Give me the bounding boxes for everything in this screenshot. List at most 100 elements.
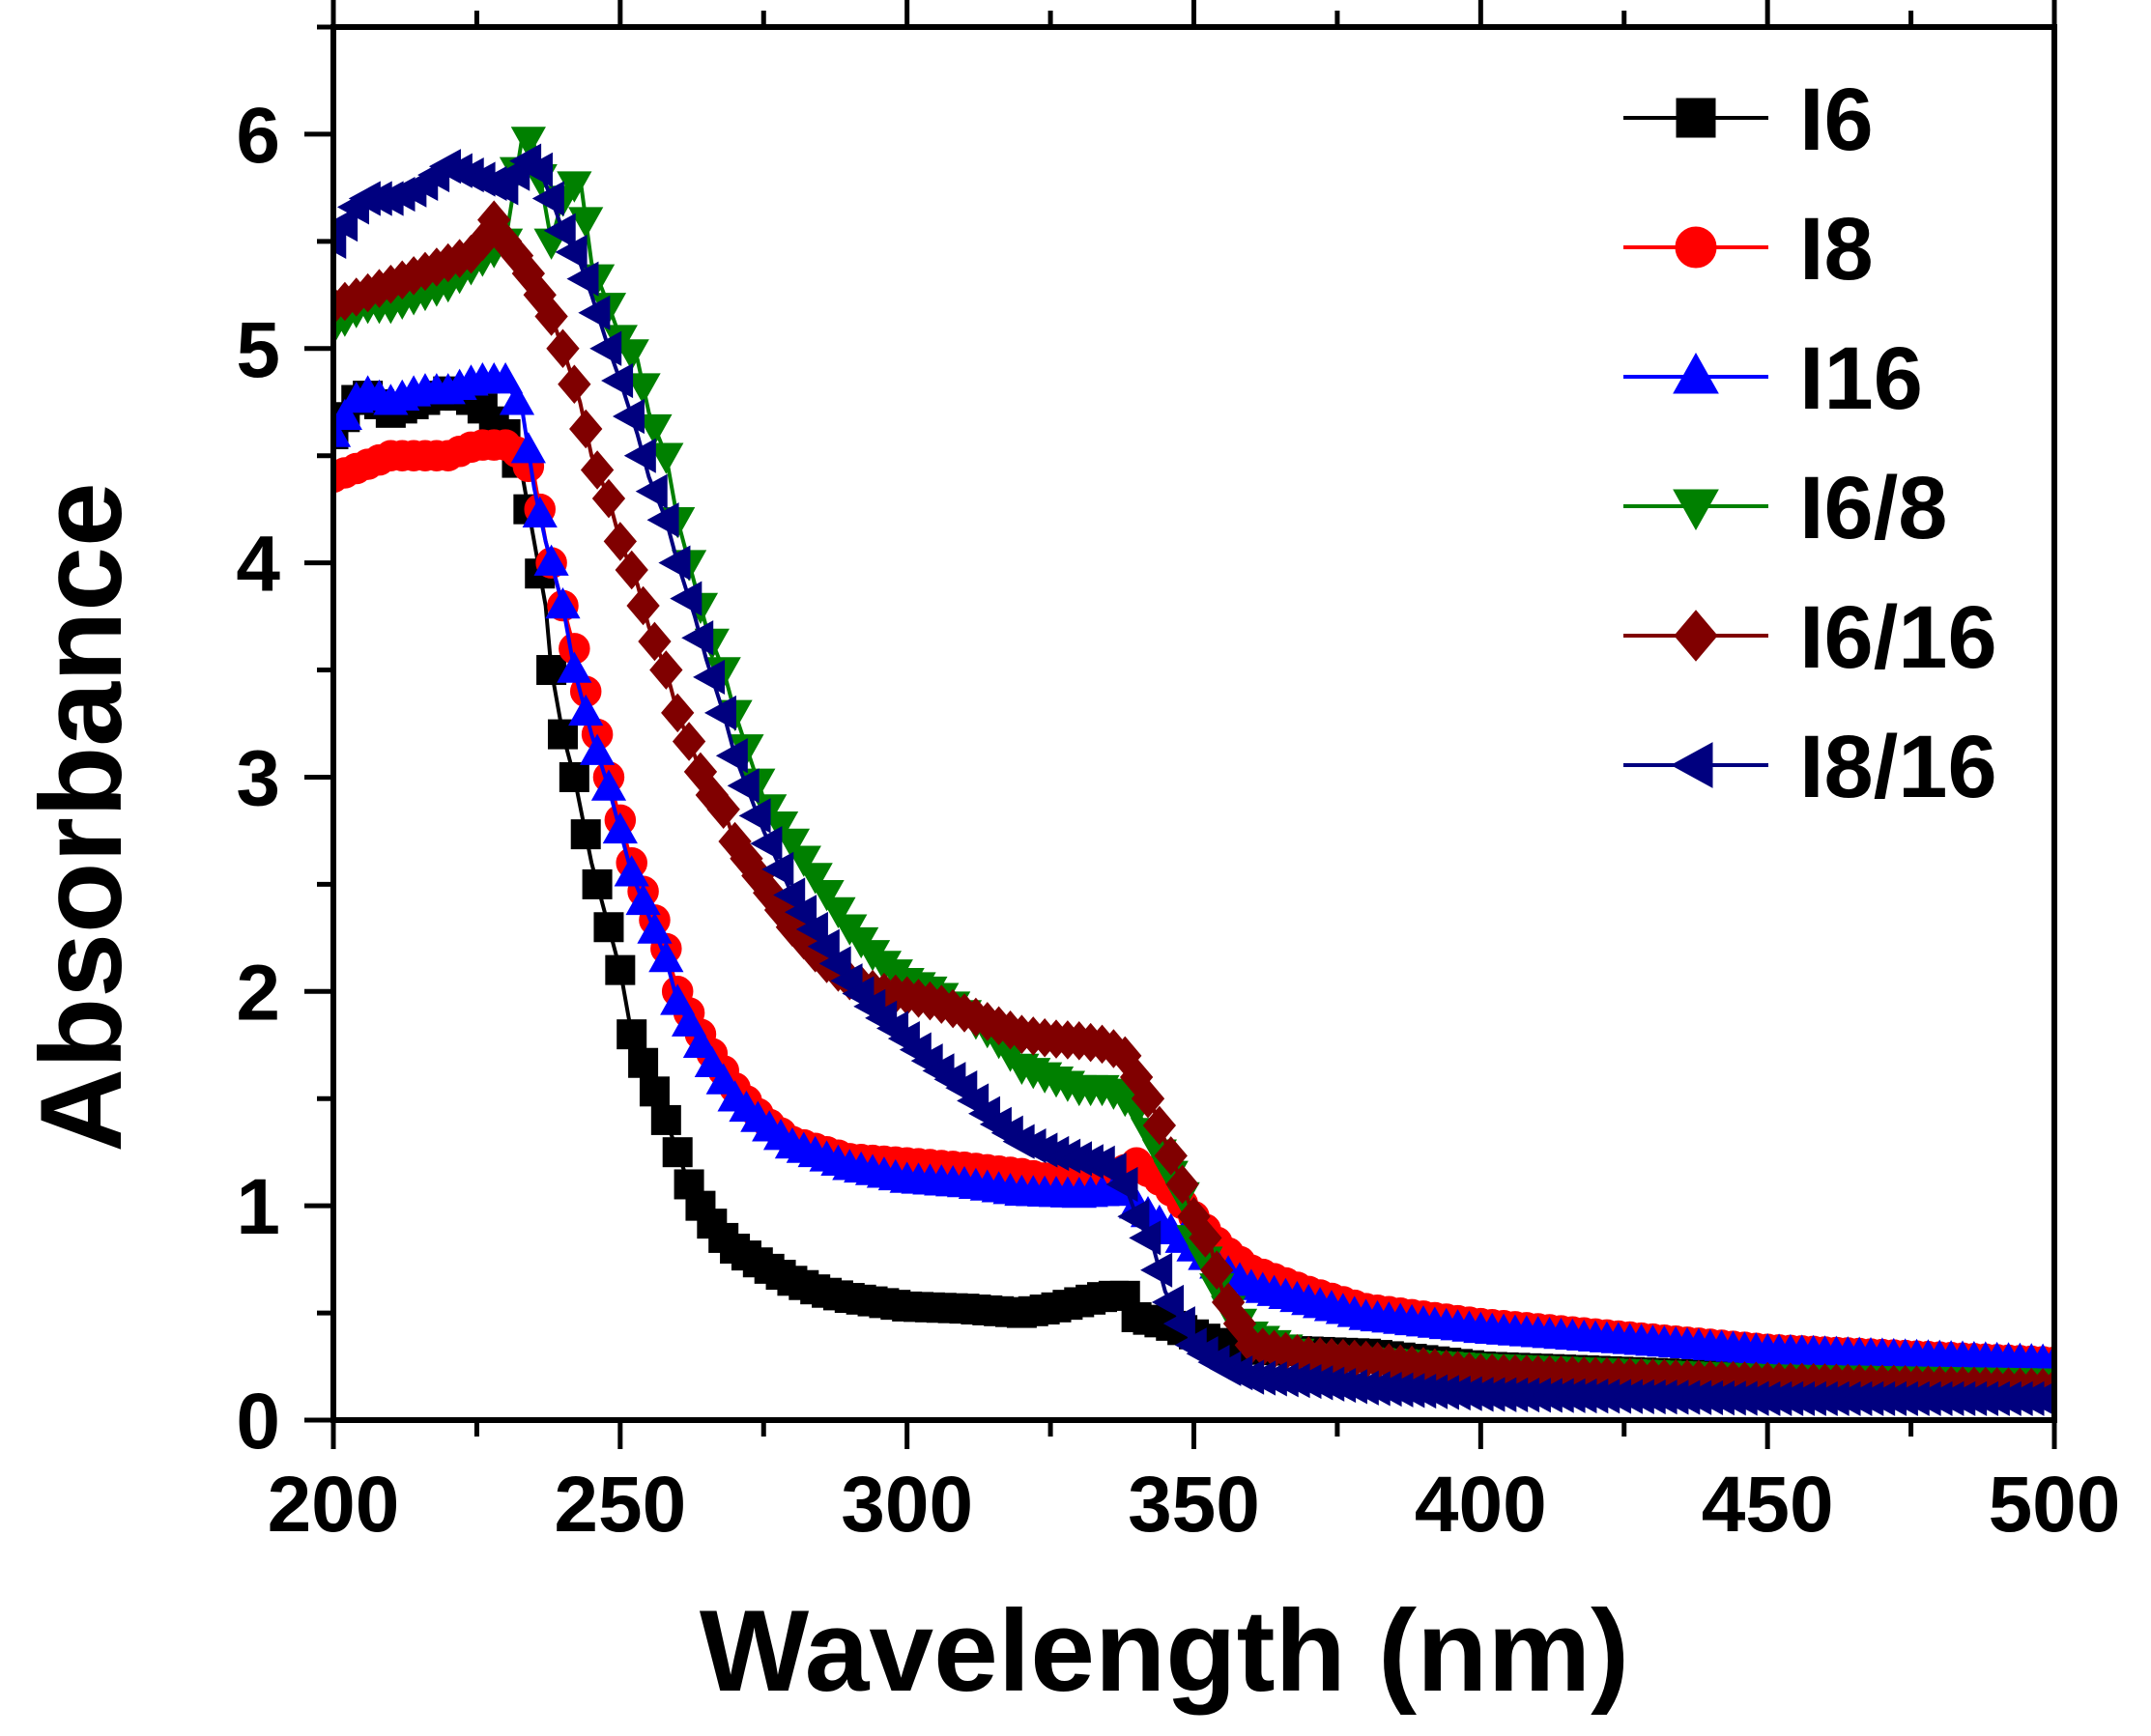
- y-tick-label: 3: [236, 734, 280, 822]
- y-tick-label: 5: [236, 306, 280, 394]
- data-point-i16: [614, 855, 649, 887]
- data-point-i6-8: [625, 373, 661, 405]
- data-point-i16: [2036, 1344, 2054, 1376]
- data-point-i8-16: [670, 581, 703, 616]
- data-point-i8-16: [1105, 1166, 1138, 1203]
- data-point-i16: [557, 651, 592, 683]
- data-point-i6: [650, 1104, 681, 1135]
- data-point-i6-16: [546, 328, 580, 369]
- legend-marker-i6-8: [1673, 489, 1719, 531]
- data-point-i8-16: [807, 928, 840, 964]
- data-point-i6-16: [1142, 1105, 1177, 1146]
- data-point-i8-16: [761, 851, 794, 887]
- data-point-i8-16: [658, 545, 691, 581]
- y-tick-label: 0: [236, 1378, 280, 1466]
- data-point-i6-8: [762, 811, 799, 843]
- x-tick-label: 450: [1702, 1461, 1834, 1549]
- data-point-i6-8: [557, 171, 592, 203]
- data-point-i6: [617, 1019, 647, 1050]
- data-point-i6-8: [774, 828, 811, 861]
- x-tick-label: 500: [1989, 1461, 2121, 1549]
- data-point-i16: [648, 941, 684, 973]
- data-point-i6: [582, 868, 613, 899]
- data-point-i16: [522, 496, 558, 527]
- data-point-i6-16: [661, 693, 695, 733]
- data-point-i6-8: [786, 845, 821, 877]
- data-point-i6-8: [797, 863, 833, 895]
- data-point-i8-16: [612, 398, 645, 435]
- data-point-i8-16: [520, 152, 553, 187]
- data-point-i8-16: [1151, 1284, 1185, 1321]
- data-point-i6-16: [615, 550, 648, 590]
- data-point-i8-16: [531, 181, 564, 216]
- data-point-i6-16: [649, 650, 683, 690]
- data-point-i6-8: [809, 880, 845, 912]
- legend-item-i6-8: I6/8: [1623, 459, 1947, 557]
- data-point-i16: [499, 384, 535, 415]
- legend-item-i6-16: I6/16: [1623, 588, 1997, 687]
- data-point-i8-16: [773, 877, 806, 913]
- data-point-i6-16: [580, 450, 615, 490]
- data-point-i6: [570, 819, 601, 850]
- data-point-i6-16: [1154, 1136, 1188, 1176]
- data-point-i16: [660, 983, 696, 1015]
- data-point-i6: [593, 912, 624, 943]
- data-point-i8-16: [623, 438, 656, 473]
- data-point-i8-16: [578, 295, 611, 330]
- legend-marker-i6: [1676, 98, 1716, 138]
- series-layer: [333, 127, 2054, 1416]
- data-point-i16: [682, 1026, 719, 1059]
- data-point-i8-16: [635, 473, 668, 509]
- data-point-i6-16: [569, 409, 603, 449]
- x-tick-label: 400: [1415, 1461, 1547, 1549]
- data-point-i16: [579, 733, 616, 765]
- data-point-i6-16: [706, 789, 740, 830]
- data-point-i8-16: [703, 695, 736, 731]
- data-point-i8-16: [543, 213, 576, 248]
- data-point-i16: [625, 883, 661, 916]
- data-point-i6-16: [1165, 1164, 1199, 1205]
- data-point-i6-16: [1200, 1250, 1234, 1290]
- data-point-i8-16: [646, 502, 679, 538]
- y-tick-label: 1: [236, 1163, 280, 1251]
- data-point-i6: [628, 1047, 659, 1078]
- data-point-i16: [671, 1005, 707, 1037]
- legend-label: I8: [1799, 200, 1874, 299]
- data-point-i8-16: [738, 798, 771, 834]
- data-point-i8-16: [715, 738, 748, 774]
- data-point-i6-16: [603, 522, 637, 561]
- data-point-i8-16: [693, 659, 726, 696]
- data-point-i8-16: [555, 234, 588, 270]
- legend-label: I6/8: [1799, 459, 1947, 557]
- data-point-i8-16: [681, 620, 714, 656]
- data-point-i8-16: [566, 261, 599, 297]
- data-point-i16: [333, 398, 362, 431]
- data-point-i16: [602, 811, 638, 844]
- x-tick-label: 200: [268, 1461, 400, 1549]
- legend-label: I8/16: [1799, 718, 1997, 816]
- series-i16: [333, 362, 2054, 1376]
- data-point-i6-8: [820, 896, 856, 929]
- legend-item-i16: I16: [1623, 329, 1923, 428]
- data-point-i6-8: [510, 127, 546, 158]
- data-point-i6-8: [614, 339, 649, 371]
- data-point-i16: [533, 544, 569, 576]
- data-point-i8-16: [818, 946, 851, 982]
- data-point-i8-16: [727, 768, 760, 804]
- legend-marker-i8-16: [1670, 742, 1713, 788]
- data-point-i8-16: [589, 330, 622, 366]
- data-point-i6: [559, 761, 589, 792]
- legend: I6 I8 I16 I6/8 I6/16 I8/16: [1623, 71, 1997, 816]
- data-point-i16: [590, 769, 627, 801]
- data-point-i6-16: [534, 297, 568, 336]
- data-point-i6-8: [648, 442, 684, 474]
- data-point-i16: [545, 586, 581, 619]
- data-point-i8-16: [1140, 1252, 1173, 1288]
- legend-item-i6: I6: [1623, 71, 1874, 169]
- legend-marker-i8: [1675, 226, 1717, 269]
- legend-item-i8: I8: [1623, 200, 1874, 299]
- y-tick-label: 6: [236, 92, 280, 180]
- legend-marker-i16: [1673, 352, 1719, 394]
- legend-label: I6/16: [1799, 588, 1997, 687]
- data-point-i8-16: [1129, 1220, 1162, 1256]
